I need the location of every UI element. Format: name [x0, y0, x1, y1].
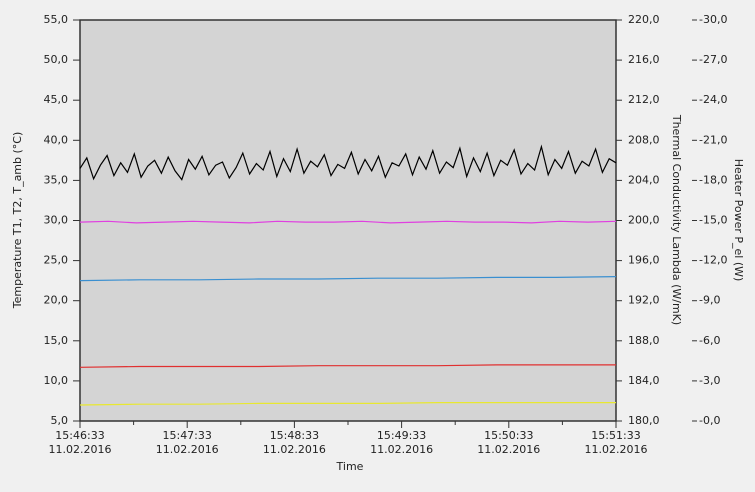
x-tick-time: 15:49:33 [377, 429, 426, 442]
y-tick-label: 20,0 [44, 294, 69, 307]
y3-tick-label: -30,0 [699, 13, 727, 26]
x-tick-date: 11.02.2016 [585, 443, 648, 456]
y2-tick-label: 216,0 [628, 53, 660, 66]
y2-tick-label: 204,0 [628, 173, 660, 186]
series-line [79, 364, 616, 368]
x-tick-date: 11.02.2016 [263, 443, 326, 456]
y3-tick-label: -21,0 [699, 133, 727, 146]
y3-axis-title: Heater Power P_el (W) [732, 159, 745, 282]
x-tick-date: 11.02.2016 [370, 443, 433, 456]
y2-tick-label: 188,0 [628, 334, 660, 347]
y2-tick-label: 200,0 [628, 214, 660, 227]
x-tick-date: 11.02.2016 [156, 443, 219, 456]
x-tick-time: 15:48:33 [270, 429, 319, 442]
y2-tick-label: 208,0 [628, 133, 660, 146]
x-tick-time: 15:47:33 [162, 429, 211, 442]
series-line [79, 276, 617, 282]
y-tick-label: 50,0 [44, 53, 69, 66]
series-line [79, 144, 617, 181]
y2-tick-label: 192,0 [628, 294, 660, 307]
y2-axis-title: Thermal Conductivity Lambda (W/mK) [670, 114, 683, 325]
y-tick-label: 35,0 [44, 173, 69, 186]
y3-tick-label: -15,0 [699, 214, 727, 227]
y-tick-label: 10,0 [44, 374, 69, 387]
y3-tick-label: -9,0 [699, 294, 720, 307]
y2-tick-label: 196,0 [628, 254, 660, 267]
y2-tick-label: 212,0 [628, 93, 660, 106]
y-tick-label: 55,0 [44, 13, 69, 26]
y-tick-label: 15,0 [44, 334, 69, 347]
series-line [79, 402, 616, 406]
x-tick-time: 15:46:33 [55, 429, 104, 442]
y3-tick-label: -27,0 [699, 53, 727, 66]
y-tick-label: 25,0 [44, 254, 69, 267]
y2-tick-label: 180,0 [628, 414, 660, 427]
y3-tick-label: -6,0 [699, 334, 720, 347]
y-tick-label: 40,0 [44, 133, 69, 146]
y-axis-title: Temperature T1, T2, T_amb (°C) [11, 132, 24, 310]
y3-tick-label: -18,0 [699, 173, 727, 186]
y3-tick-label: -0,0 [699, 414, 720, 427]
x-tick-time: 15:50:33 [484, 429, 533, 442]
y2-tick-label: 184,0 [628, 374, 660, 387]
x-tick-time: 15:51:33 [591, 429, 640, 442]
y-tick-label: 45,0 [44, 93, 69, 106]
y-tick-label: 30,0 [44, 214, 69, 227]
y3-tick-label: -12,0 [699, 254, 727, 267]
plot-area [79, 19, 617, 422]
y2-tick-label: 220,0 [628, 13, 660, 26]
x-tick-date: 11.02.2016 [49, 443, 112, 456]
x-axis-title: Time [336, 460, 364, 473]
y-tick-label: 5,0 [51, 414, 69, 427]
x-tick-date: 11.02.2016 [477, 443, 540, 456]
y3-tick-label: -24,0 [699, 93, 727, 106]
y3-tick-label: -3,0 [699, 374, 720, 387]
series-line [79, 220, 617, 224]
